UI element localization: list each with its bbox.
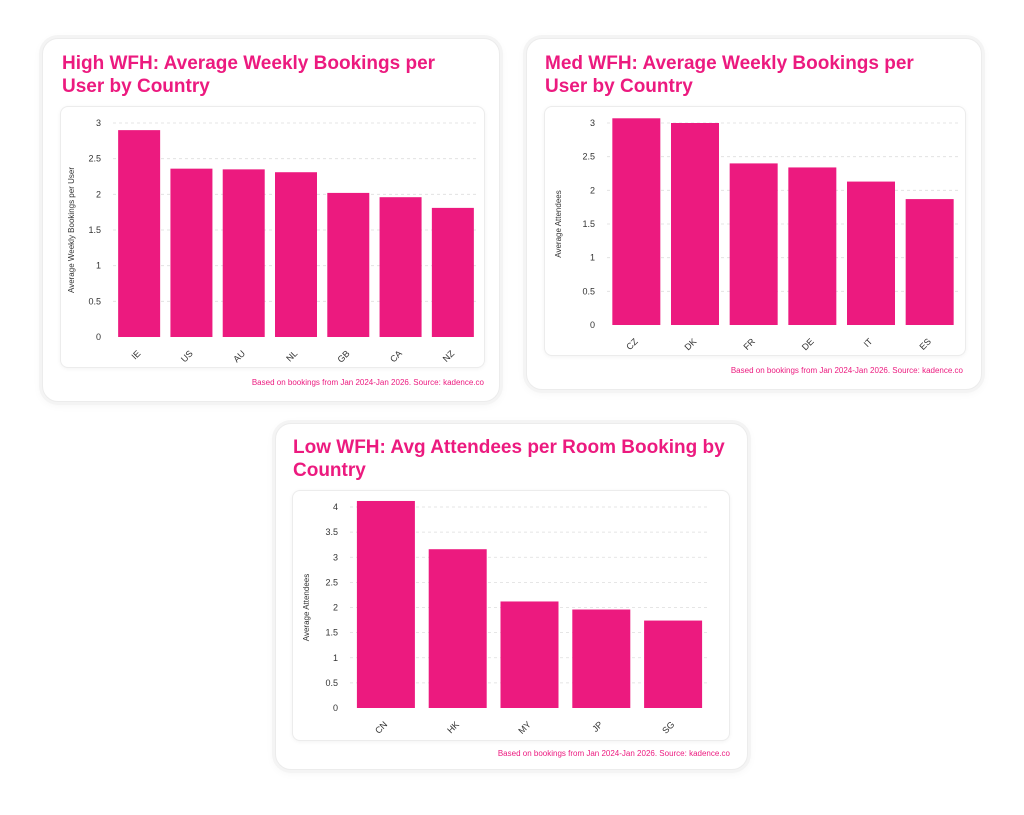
y-tick-label: 0.5 bbox=[325, 678, 338, 688]
plot-area: 0 0.5 1 1.5 2 2.5 3 Average Weekly Bookings per… bbox=[60, 106, 485, 368]
chart-title: Med WFH: Average Weekly Bookings per Use… bbox=[545, 53, 914, 97]
bar-gb bbox=[327, 192, 370, 337]
y-tick-label: 1.5 bbox=[325, 628, 338, 638]
x-tick-label: HK bbox=[445, 719, 461, 735]
bar-cn bbox=[356, 500, 415, 708]
bar-nl bbox=[275, 172, 317, 337]
x-tick-label: CA bbox=[388, 348, 404, 364]
y-axis-label: Average Attendees bbox=[302, 574, 311, 641]
bar-ca bbox=[379, 197, 422, 337]
y-tick-label: 1 bbox=[333, 653, 338, 663]
x-tick-label: JP bbox=[590, 719, 605, 734]
y-tick-label: 1.5 bbox=[88, 225, 101, 235]
x-tick-label: GB bbox=[335, 348, 351, 364]
bar-my bbox=[500, 601, 559, 708]
chart-footnote: Based on bookings from Jan 2024-Jan 2026… bbox=[730, 366, 963, 375]
x-tick-label: IT bbox=[862, 336, 875, 349]
x-tick-label: NL bbox=[284, 348, 299, 363]
plot-area: 0 0.5 1 1.5 2 2.5 3 3.5 4 Average Attendees CN HK MY… bbox=[292, 490, 730, 741]
chart-footnote: Based on bookings from Jan 2024-Jan 2026… bbox=[497, 749, 730, 758]
bar-chart-low-wfh: 0 0.5 1 1.5 2 2.5 3 3.5 4 Average Attendees CN HK MY… bbox=[302, 500, 709, 736]
y-tick-label: 0.5 bbox=[582, 286, 595, 296]
y-tick-label: 1 bbox=[590, 253, 595, 263]
y-tick-label: 3 bbox=[590, 118, 595, 128]
y-tick-label: 3 bbox=[96, 118, 101, 128]
chart-title: High WFH: Average Weekly Bookings per Us… bbox=[62, 53, 436, 97]
bar-fr bbox=[729, 163, 778, 325]
chart-title: Low WFH: Avg Attendees per Room Booking … bbox=[293, 437, 725, 481]
bar-au bbox=[222, 169, 265, 337]
x-tick-label: MY bbox=[516, 719, 533, 736]
y-axis-label: Average Attendees bbox=[554, 190, 563, 257]
y-tick-label: 1 bbox=[96, 261, 101, 271]
x-tick-label: NZ bbox=[441, 348, 457, 364]
x-tick-label: SG bbox=[660, 719, 676, 735]
bar-es bbox=[905, 199, 954, 325]
bar-jp bbox=[572, 609, 631, 708]
chart-footnote: Based on bookings from Jan 2024-Jan 2026… bbox=[251, 378, 484, 387]
x-tick-label: IE bbox=[129, 348, 142, 361]
chart-card-low-wfh: Low WFH: Avg Attendees per Room Booking … bbox=[275, 423, 748, 770]
bar-hk bbox=[428, 549, 487, 708]
y-tick-label: 2 bbox=[590, 185, 595, 195]
x-tick-label: CZ bbox=[624, 336, 640, 352]
bar-us bbox=[170, 168, 213, 337]
y-tick-label: 2 bbox=[333, 603, 338, 613]
y-tick-label: 3.5 bbox=[325, 527, 338, 537]
bar-chart-med-wfh: 0 0.5 1 1.5 2 2.5 3 Average Attendees CZ DK FR DE IT… bbox=[554, 118, 959, 352]
bar-sg bbox=[644, 620, 703, 708]
x-tick-label: CN bbox=[373, 719, 389, 735]
y-axis-label: Average Weekly Bookings per User bbox=[67, 167, 76, 293]
x-tick-label: FR bbox=[742, 336, 758, 352]
bar-de bbox=[788, 167, 837, 325]
x-tick-label: US bbox=[179, 348, 195, 364]
x-tick-label: DK bbox=[682, 336, 698, 352]
y-tick-label: 1.5 bbox=[582, 219, 595, 229]
y-tick-label: 2.5 bbox=[582, 152, 595, 162]
plot-area: 0 0.5 1 1.5 2 2.5 3 Average Attendees CZ DK FR DE IT… bbox=[544, 106, 966, 356]
chart-card-high-wfh: High WFH: Average Weekly Bookings per Us… bbox=[42, 38, 500, 402]
y-tick-label: 0.5 bbox=[88, 296, 101, 306]
y-tick-label: 0 bbox=[96, 332, 101, 342]
chart-card-med-wfh: Med WFH: Average Weekly Bookings per Use… bbox=[526, 38, 982, 390]
bar-dk bbox=[671, 123, 719, 325]
y-tick-label: 2.5 bbox=[325, 577, 338, 587]
bar-it bbox=[847, 181, 895, 325]
x-tick-label: AU bbox=[231, 348, 247, 364]
bar-ie bbox=[118, 130, 161, 337]
bar-chart-high-wfh: 0 0.5 1 1.5 2 2.5 3 Average Weekly Bookings per… bbox=[67, 118, 479, 365]
y-tick-label: 0 bbox=[333, 703, 338, 713]
y-tick-label: 0 bbox=[590, 320, 595, 330]
bar-nz bbox=[431, 207, 474, 337]
bar-cz bbox=[612, 118, 661, 325]
y-tick-label: 2 bbox=[96, 189, 101, 199]
y-tick-label: 2.5 bbox=[88, 154, 101, 164]
x-tick-label: ES bbox=[918, 336, 934, 352]
x-tick-label: DE bbox=[800, 336, 816, 352]
y-tick-label: 3 bbox=[333, 552, 338, 562]
y-tick-label: 4 bbox=[333, 502, 338, 512]
